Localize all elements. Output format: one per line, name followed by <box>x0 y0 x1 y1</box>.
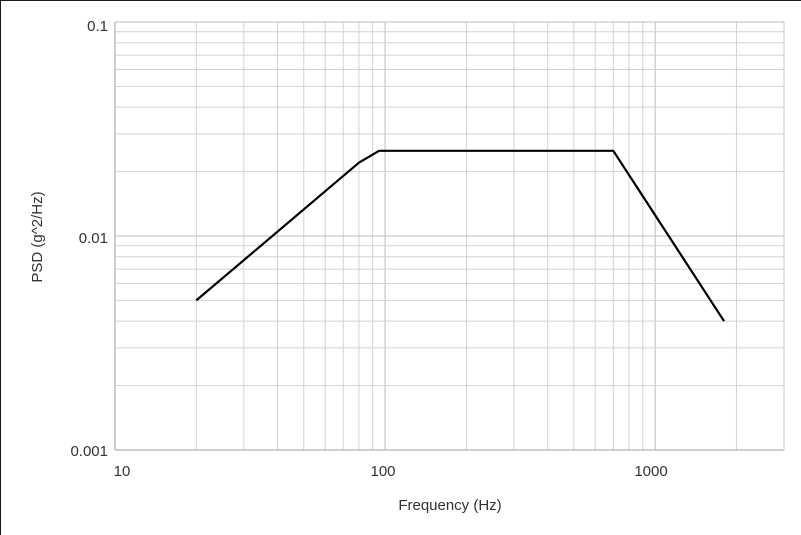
x-tick-label-1000: 1000 <box>634 463 667 480</box>
x-axis-title: Frequency (Hz) <box>398 497 501 514</box>
y-tick-label-0.01: 0.01 <box>79 230 108 247</box>
x-tick-label-10: 10 <box>114 463 131 480</box>
series-layer <box>195 149 726 322</box>
y-axis-title: PSD (g^2/Hz) <box>29 191 46 282</box>
x-tick-label-100: 100 <box>370 463 395 480</box>
psd-series-line <box>195 149 726 322</box>
y-tick-label-0.001: 0.001 <box>70 443 108 460</box>
grid <box>114 21 785 451</box>
y-tick-label-0.1: 0.1 <box>87 18 108 35</box>
